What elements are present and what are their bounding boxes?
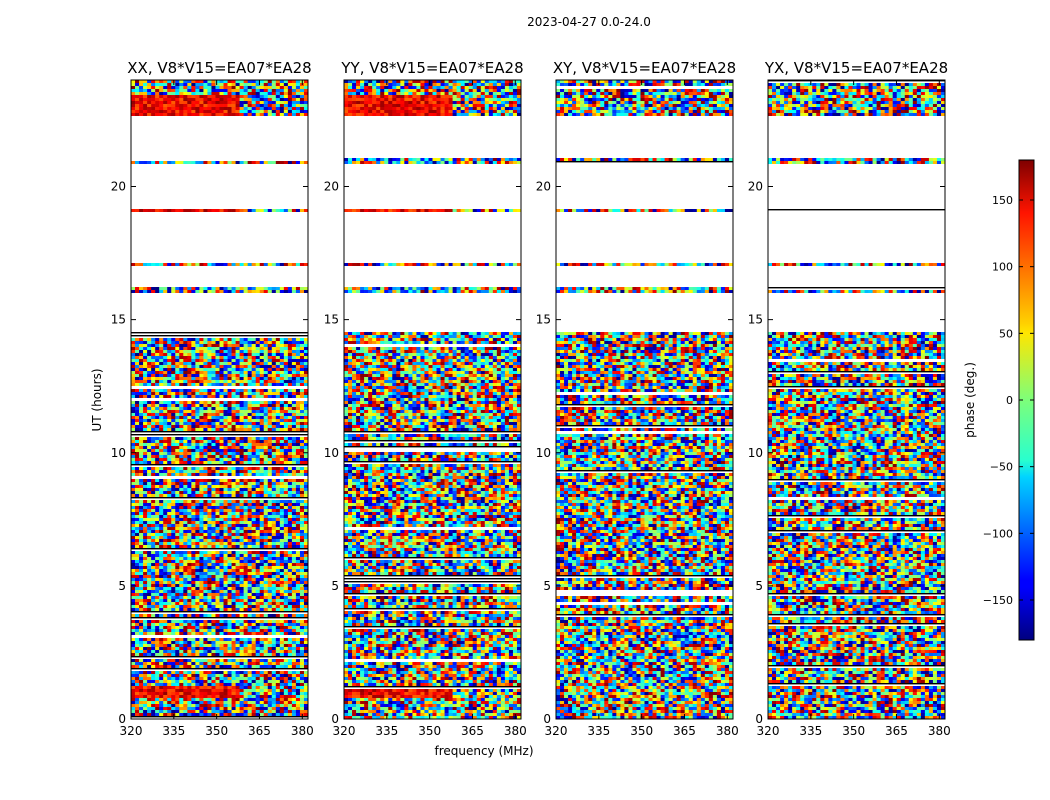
- y-tick-label: 15: [536, 313, 551, 327]
- panel-frame-xy: [555, 79, 734, 720]
- y-tick-label: 15: [748, 313, 763, 327]
- colorbar-tick-label: −150: [983, 594, 1013, 607]
- panel-frame-yy: [343, 79, 522, 720]
- y-tick-label: 15: [111, 313, 126, 327]
- y-tick-label: 20: [536, 180, 551, 194]
- panel-yx: YX, V8*V15=EA07*EA28 320 335 350 365 380 0 5 10 1…: [748, 59, 951, 738]
- x-tick-label: 365: [673, 724, 696, 738]
- x-tick-label: 380: [504, 724, 527, 738]
- panel-title-yx: YX, V8*V15=EA07*EA28: [764, 59, 948, 77]
- y-tick-label: 20: [111, 180, 126, 194]
- colorbar-tick-label: −100: [983, 527, 1013, 540]
- x-tick-label: 320: [545, 724, 568, 738]
- y-tick-label: 10: [748, 446, 763, 460]
- y-tick-label: 5: [755, 579, 763, 593]
- panel-frame-xx: [130, 79, 309, 720]
- figure-suptitle: 2023-04-27 0.0-24.0: [527, 15, 651, 29]
- x-tick-label: 365: [461, 724, 484, 738]
- panel-yy: YY, V8*V15=EA07*EA28 320 335 350 365 380 0 5 10 1…: [324, 59, 527, 738]
- y-tick-label: 0: [331, 712, 339, 726]
- x-tick-label: 320: [757, 724, 780, 738]
- y-tick-label: 0: [118, 712, 126, 726]
- panel-title-xx: XX, V8*V15=EA07*EA28: [127, 59, 311, 77]
- x-tick-label: 335: [587, 724, 610, 738]
- colorbar-tick-label: 50: [999, 327, 1013, 340]
- y-tick-label: 5: [543, 579, 551, 593]
- y-tick-label: 0: [543, 712, 551, 726]
- panel-xy: XY, V8*V15=EA07*EA28 320 335 350 365 380 0 5 10 1…: [536, 59, 739, 738]
- y-tick-label: 20: [324, 180, 339, 194]
- y-tick-label: 10: [324, 446, 339, 460]
- x-tick-label: 335: [162, 724, 185, 738]
- y-tick-label: 15: [324, 313, 339, 327]
- x-tick-label: 335: [375, 724, 398, 738]
- panels-group: XX, V8*V15=EA07*EA28 320 335 350 365 380 0 5 10 1…: [111, 59, 951, 738]
- x-tick-label: 350: [630, 724, 653, 738]
- colorbar-ticks: 150 100 50 0 −50 −100 −150: [983, 194, 1034, 607]
- x-tick-label: 380: [716, 724, 739, 738]
- y-tick-label: 10: [111, 446, 126, 460]
- y-tick-label: 5: [118, 579, 126, 593]
- heatmap-xx: [131, 80, 309, 718]
- x-tick-label: 320: [333, 724, 356, 738]
- colorbar-tick-label: 0: [1006, 394, 1013, 407]
- colorbar-tick-label: 150: [992, 194, 1013, 207]
- heatmap-yx: [768, 80, 946, 719]
- y-tick-label: 5: [331, 579, 339, 593]
- x-tick-label: 335: [799, 724, 822, 738]
- x-tick-label: 380: [928, 724, 951, 738]
- x-tick-label: 320: [120, 724, 143, 738]
- panel-xx: XX, V8*V15=EA07*EA28 320 335 350 365 380 0 5 10 1…: [111, 59, 314, 738]
- panel-title-xy: XY, V8*V15=EA07*EA28: [553, 59, 736, 77]
- y-tick-label: 10: [536, 446, 551, 460]
- x-tick-label: 365: [248, 724, 271, 738]
- panel-title-yy: YY, V8*V15=EA07*EA28: [340, 59, 523, 77]
- x-tick-label: 350: [842, 724, 865, 738]
- x-tick-label: 365: [885, 724, 908, 738]
- colorbar-tick-label: −50: [990, 461, 1013, 474]
- heatmap-xy: [556, 80, 734, 719]
- y-tick-label: 20: [748, 180, 763, 194]
- panel-frame-yx: [767, 79, 946, 720]
- y-axis-label: UT (hours): [90, 368, 104, 431]
- x-tick-label: 350: [205, 724, 228, 738]
- x-axis-label: frequency (MHz): [434, 744, 533, 758]
- heatmap-yy: [344, 80, 522, 719]
- colorbar-tick-label: 100: [992, 261, 1013, 274]
- y-tick-label: 0: [755, 712, 763, 726]
- colorbar-label: phase (deg.): [963, 362, 977, 438]
- colorbar: 150 100 50 0 −50 −100 −150 phase (deg.): [963, 159, 1035, 641]
- x-tick-label: 350: [418, 724, 441, 738]
- x-tick-label: 380: [291, 724, 314, 738]
